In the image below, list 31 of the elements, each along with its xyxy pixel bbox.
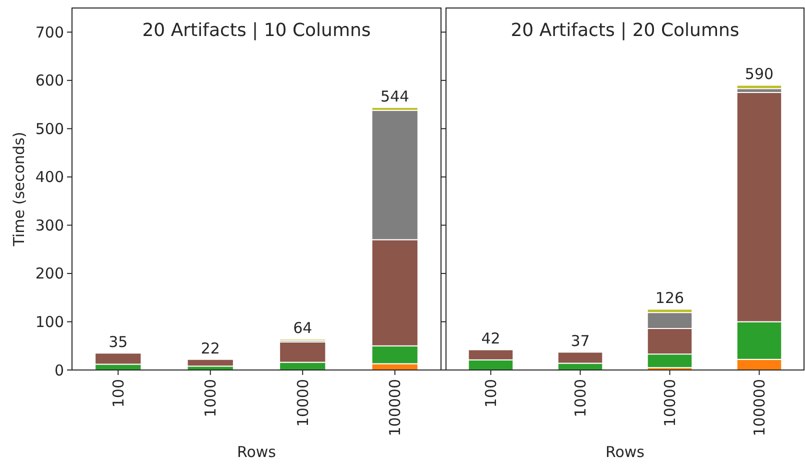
x-tick-label: 100000 [386, 379, 404, 436]
y-tick-label: 100 [35, 312, 64, 331]
y-tick-label: 300 [35, 216, 64, 234]
x-tick-label: 1000 [202, 379, 220, 418]
total-label: 42 [481, 330, 500, 348]
y-tick-label: 700 [35, 23, 64, 42]
text: 20 Artifacts | 20 Columns [510, 20, 740, 41]
x-axis-title: Rows [236, 443, 276, 461]
text: 20 Artifacts | 10 Columns [142, 20, 371, 41]
y-tick-label: 200 [35, 264, 64, 283]
y-tick-label: 400 [35, 168, 64, 186]
bar [186, 358, 234, 367]
y-tick-label: 600 [35, 72, 64, 90]
x-tick-label: 10000 [661, 379, 679, 427]
x-tick-label: 100 [482, 379, 500, 408]
x-tick-label: 100 [109, 379, 128, 408]
total-label: 37 [570, 332, 590, 350]
total-label: 64 [293, 319, 312, 338]
x-tick-label: 100000 [750, 379, 768, 436]
total-label: 22 [200, 339, 220, 358]
x-axis-title: Rows [605, 443, 645, 461]
x-tick-label: 1000 [572, 379, 590, 418]
total-label: 35 [108, 333, 128, 352]
bar [736, 84, 782, 90]
total-label: 590 [744, 65, 774, 84]
x-tick-label: 10000 [294, 379, 312, 427]
y-axis-title: Time (seconds) [10, 132, 28, 248]
total-label: 126 [655, 289, 684, 308]
y-tick-label: 0 [54, 361, 64, 380]
total-label: 544 [380, 87, 410, 106]
y-tick-label: 500 [35, 120, 64, 138]
